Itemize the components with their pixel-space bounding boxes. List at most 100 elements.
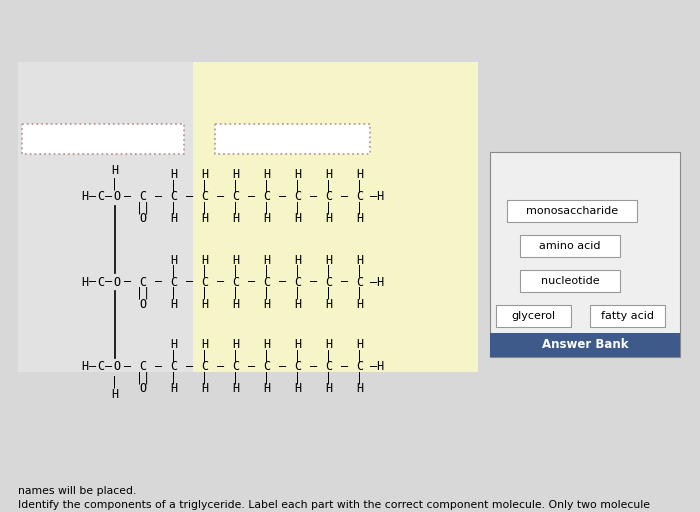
Text: H: H (263, 253, 271, 267)
Text: |: | (263, 202, 271, 215)
Text: –: – (106, 360, 113, 373)
Text: H: H (202, 297, 209, 310)
Text: |: | (356, 287, 363, 300)
Text: –: – (90, 190, 97, 203)
Text: ||: || (136, 202, 150, 215)
Text: H: H (356, 382, 363, 395)
Text: H: H (263, 168, 271, 181)
Bar (490, 152, 680, 357)
Text: –: – (248, 275, 255, 288)
Text: Identify the components of a triglyceride. Label each part with the correct comp: Identify the components of a triglycerid… (18, 500, 650, 510)
Text: H: H (170, 382, 178, 395)
Text: C: C (97, 360, 104, 373)
Text: –: – (90, 275, 97, 288)
Text: H: H (170, 212, 178, 225)
Text: |: | (263, 180, 271, 193)
Text: C: C (170, 360, 178, 373)
Text: H: H (326, 253, 332, 267)
Text: H: H (202, 212, 209, 225)
Text: H: H (232, 212, 239, 225)
Text: H: H (170, 338, 178, 352)
Text: |: | (326, 180, 332, 193)
Text: H: H (202, 253, 209, 267)
Text: |: | (295, 372, 302, 385)
Text: C: C (263, 275, 271, 288)
Text: –: – (106, 190, 113, 203)
Text: C: C (263, 190, 271, 203)
Bar (590, 305, 665, 327)
Text: H: H (295, 338, 302, 352)
Text: Answer Bank: Answer Bank (542, 338, 629, 352)
Text: –: – (341, 360, 348, 373)
Text: O: O (113, 360, 120, 373)
Text: |: | (356, 350, 363, 362)
Text: –: – (248, 360, 255, 373)
Text: H: H (326, 297, 332, 310)
Text: |: | (263, 372, 271, 385)
Text: ||: || (136, 372, 150, 385)
Text: |: | (170, 265, 178, 278)
Text: –: – (155, 360, 162, 373)
Text: –: – (341, 190, 348, 203)
Text: H: H (202, 382, 209, 395)
Text: H: H (263, 212, 271, 225)
Text: C: C (295, 275, 302, 288)
Text: H: H (232, 297, 239, 310)
Text: –: – (186, 360, 193, 373)
Text: H: H (170, 297, 178, 310)
Text: –: – (217, 360, 224, 373)
Text: |: | (232, 202, 239, 215)
Text: C: C (356, 275, 363, 288)
Text: H: H (232, 382, 239, 395)
Text: C: C (356, 190, 363, 203)
Text: H: H (356, 253, 363, 267)
Text: C: C (202, 275, 209, 288)
Text: C: C (139, 275, 146, 288)
Text: –: – (341, 275, 348, 288)
Text: –H: –H (370, 275, 384, 288)
Text: C: C (232, 360, 239, 373)
Text: –: – (279, 275, 286, 288)
Bar (193, 62, 478, 372)
Text: H: H (356, 297, 363, 310)
Text: names will be placed.: names will be placed. (18, 486, 136, 496)
Text: |: | (232, 287, 239, 300)
Text: H: H (232, 253, 239, 267)
Text: |: | (202, 180, 209, 193)
Text: –: – (217, 275, 224, 288)
Text: –: – (125, 275, 132, 288)
Text: O: O (139, 212, 146, 225)
Text: monosaccharide: monosaccharide (526, 206, 618, 216)
Text: H: H (111, 389, 118, 401)
Text: |: | (202, 287, 209, 300)
Bar (520, 235, 620, 257)
Text: |: | (170, 350, 178, 362)
Text: |: | (202, 202, 209, 215)
Text: –: – (90, 360, 97, 373)
Text: H: H (81, 190, 89, 203)
Text: H: H (295, 253, 302, 267)
Text: |: | (326, 287, 332, 300)
Bar (490, 333, 680, 357)
Text: C: C (295, 190, 302, 203)
Text: –: – (310, 360, 317, 373)
Text: –H: –H (370, 190, 384, 203)
Text: |: | (356, 372, 363, 385)
Text: C: C (170, 190, 178, 203)
Text: H: H (295, 297, 302, 310)
Text: H: H (326, 168, 332, 181)
Text: O: O (139, 297, 146, 310)
Text: |: | (263, 350, 271, 362)
Text: |: | (356, 265, 363, 278)
Text: –H: –H (370, 360, 384, 373)
Text: H: H (326, 338, 332, 352)
Text: C: C (356, 360, 363, 373)
Text: |: | (326, 265, 332, 278)
Bar (22, 124, 184, 154)
Text: H: H (356, 168, 363, 181)
Text: nucleotide: nucleotide (540, 276, 599, 286)
Text: O: O (139, 382, 146, 395)
Text: H: H (81, 275, 89, 288)
Text: C: C (232, 190, 239, 203)
Text: |: | (170, 372, 178, 385)
